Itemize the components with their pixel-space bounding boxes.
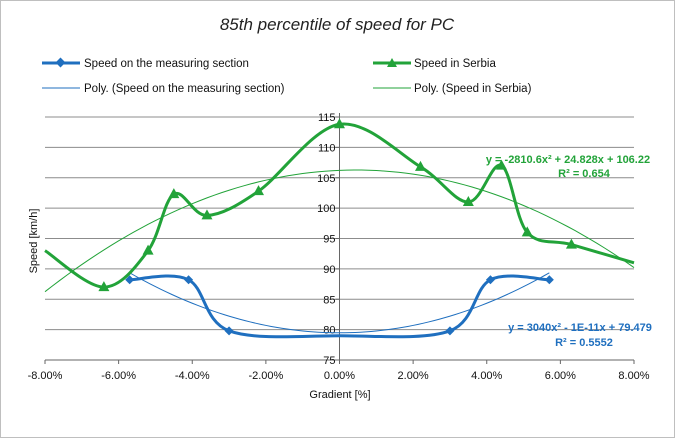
trendline-r2-measuring-section: R² = 0.5552 — [555, 337, 613, 349]
x-tick-label: 0.00% — [324, 370, 355, 382]
legend-marker-triangle — [387, 58, 397, 67]
x-tick-label: -6.00% — [101, 370, 136, 382]
x-tick-label: 6.00% — [545, 370, 576, 382]
trendline-equation-measuring-section: y = 3040x² - 1E-11x + 79.479 — [508, 322, 652, 334]
x-tick-label: -2.00% — [248, 370, 283, 382]
y-tick-label: 100 — [317, 203, 335, 215]
data-point-measuring-section — [485, 275, 495, 285]
y-axis-label: Speed [km/h] — [28, 209, 40, 274]
data-point-measuring-section — [184, 275, 194, 285]
legend-item-measuring-section: Speed on the measuring section — [42, 57, 249, 70]
axes — [44, 113, 635, 364]
data-point-serbia — [98, 281, 110, 292]
x-tick-label: 4.00% — [471, 370, 502, 382]
tick-labels: 75 80 85 90 95 100 105 110 115 -8.00% -6.00% -4.00%… — [28, 112, 650, 382]
y-tick-label: 110 — [318, 142, 336, 154]
y-tick-label: 85 — [323, 294, 335, 306]
trendlines — [44, 169, 635, 334]
data-point-measuring-section — [224, 326, 234, 336]
x-tick-label: -4.00% — [175, 370, 210, 382]
x-tick-label: 8.00% — [618, 370, 649, 382]
data-point-serbia — [495, 159, 507, 170]
legend-item-poly-serbia: Poly. (Speed in Serbia) — [373, 83, 532, 95]
data-point-serbia — [253, 185, 265, 196]
x-axis-label: Gradient [%] — [309, 389, 370, 401]
legend: Speed on the measuring section Speed in … — [42, 57, 532, 95]
y-tick-label: 115 — [318, 112, 336, 124]
x-tick-label: 2.00% — [398, 370, 429, 382]
data-point-measuring-section — [125, 275, 135, 285]
data-point-serbia — [462, 196, 474, 207]
data-point-serbia — [521, 226, 533, 237]
trendline-equation-serbia: y = -2810.6x² + 24.828x + 106.22 — [486, 154, 650, 166]
legend-item-serbia: Speed in Serbia — [373, 58, 496, 70]
y-tick-label: 105 — [317, 173, 335, 185]
data-point-serbia — [565, 238, 577, 249]
y-tick-label: 90 — [323, 264, 335, 276]
chart-title: 85th percentile of speed for PC — [220, 15, 455, 34]
legend-item-poly-measuring-section: Poly. (Speed on the measuring section) — [42, 83, 285, 95]
trendline-serbia — [44, 169, 635, 293]
data-point-serbia — [142, 244, 154, 255]
data-point-serbia — [334, 118, 345, 129]
legend-label-poly-serbia: Poly. (Speed in Serbia) — [414, 83, 532, 95]
legend-label-poly-measuring-section: Poly. (Speed on the measuring section) — [84, 83, 285, 95]
data-point-serbia — [201, 209, 213, 220]
trendline-measuring-section — [129, 272, 550, 334]
y-tick-label: 75 — [323, 355, 335, 367]
legend-marker-diamond — [55, 57, 66, 68]
data-point-serbia — [414, 160, 426, 171]
data-point-serbia — [168, 188, 180, 199]
trendline-r2-serbia: R² = 0.654 — [558, 168, 611, 180]
y-tick-label: 80 — [323, 325, 335, 337]
legend-label-serbia: Speed in Serbia — [414, 58, 496, 70]
data-series — [44, 118, 635, 339]
x-tick-label: -8.00% — [28, 370, 63, 382]
y-tick-label: 95 — [323, 234, 335, 246]
data-point-measuring-section — [445, 326, 455, 336]
legend-label-measuring-section: Speed on the measuring section — [84, 58, 249, 70]
data-point-measuring-section — [544, 275, 554, 285]
